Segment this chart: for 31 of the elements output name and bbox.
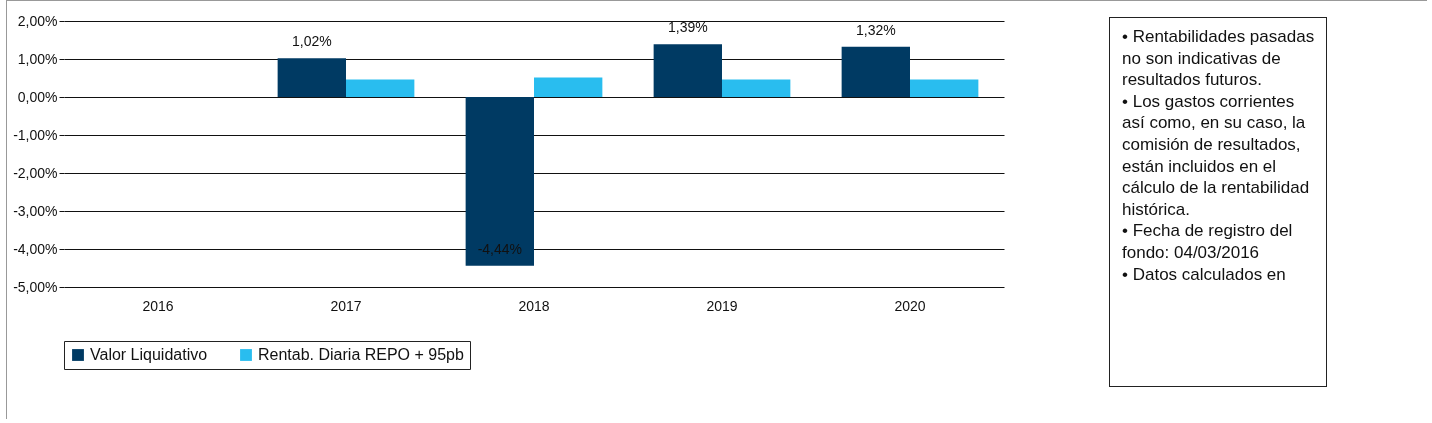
bar: [910, 79, 979, 97]
text: • Rentabilidades pasadas no son indicativas de resultados futuros.: [1122, 26, 1316, 91]
y-tick-label: 2,00%: [17, 12, 58, 29]
x-tick-label: 2016: [142, 297, 174, 314]
y-tick-label: -5,00%: [13, 278, 58, 295]
y-tick-label: 1,00%: [17, 50, 58, 67]
data-label: -4,44%: [477, 240, 522, 257]
text: • Datos calculados en: [1122, 263, 1287, 286]
x-tick-label: 2019: [706, 297, 738, 314]
text: • Fecha de registro del fondo: 04/03/2016: [1122, 220, 1294, 264]
y-tick-label: -4,00%: [13, 240, 58, 257]
legend-label: Rentab. Diaria REPO + 95pb: [258, 346, 464, 363]
bar: [653, 44, 722, 97]
x-tick-label: 2017: [330, 297, 362, 314]
bar: [722, 79, 791, 97]
data-label: 1,32%: [855, 21, 896, 38]
y-tick-label: 0,00%: [17, 88, 58, 105]
data-label: 1,39%: [667, 19, 708, 36]
bar: [534, 77, 603, 97]
y-tick-label: -2,00%: [13, 164, 58, 181]
y-tick-label: -1,00%: [13, 126, 58, 143]
x-tick-label: 2020: [894, 297, 926, 314]
text: • Los gastos corrientes así como, en su caso, la comisión de resultados, están incluidos en el cálculo de la rentabilidad histórica.: [1122, 90, 1311, 221]
data-label: 1,02%: [291, 33, 332, 50]
bar: [465, 97, 534, 266]
legend-label: Valor Liquidativo: [90, 346, 208, 363]
bar: [346, 79, 415, 97]
x-tick-label: 2018: [518, 297, 550, 314]
bar: [841, 46, 910, 97]
bar: [277, 58, 346, 97]
y-tick-label: -3,00%: [13, 202, 58, 219]
